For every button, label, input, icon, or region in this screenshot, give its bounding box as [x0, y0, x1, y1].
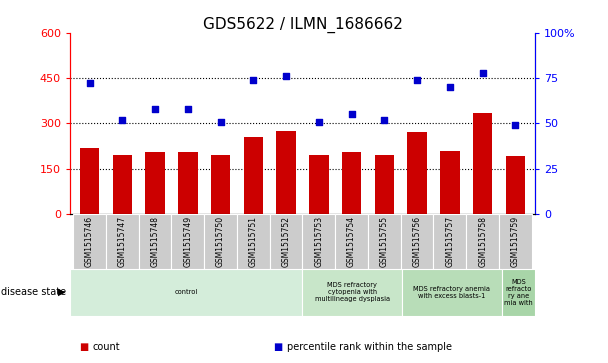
Bar: [244, 137, 263, 214]
Bar: [237, 214, 270, 269]
Point: [379, 117, 389, 123]
Text: GSM1515758: GSM1515758: [478, 216, 487, 267]
Bar: [139, 214, 171, 269]
Bar: [375, 155, 394, 214]
Text: ▶: ▶: [58, 287, 66, 297]
Bar: [402, 269, 502, 316]
Title: GDS5622 / ILMN_1686662: GDS5622 / ILMN_1686662: [202, 16, 402, 33]
Bar: [407, 132, 427, 214]
Text: GSM1515748: GSM1515748: [151, 216, 159, 267]
Bar: [270, 214, 303, 269]
Bar: [335, 214, 368, 269]
Point: [347, 111, 356, 117]
Bar: [401, 214, 434, 269]
Text: GSM1515759: GSM1515759: [511, 216, 520, 267]
Bar: [502, 269, 535, 316]
Text: GSM1515756: GSM1515756: [413, 216, 421, 267]
Bar: [171, 214, 204, 269]
Text: ■: ■: [79, 342, 88, 352]
Bar: [145, 152, 165, 214]
Text: count: count: [92, 342, 120, 352]
Bar: [112, 155, 132, 214]
Bar: [368, 214, 401, 269]
Point: [249, 77, 258, 83]
Point: [150, 106, 160, 112]
Text: GSM1515747: GSM1515747: [118, 216, 127, 267]
Bar: [440, 151, 460, 214]
Text: GSM1515755: GSM1515755: [380, 216, 389, 267]
Text: GSM1515754: GSM1515754: [347, 216, 356, 267]
Point: [478, 70, 488, 76]
Bar: [309, 155, 329, 214]
Bar: [434, 214, 466, 269]
Bar: [276, 131, 296, 214]
Text: GSM1515746: GSM1515746: [85, 216, 94, 267]
Text: GSM1515749: GSM1515749: [184, 216, 192, 267]
Point: [314, 119, 323, 125]
Point: [282, 73, 291, 79]
Text: disease state: disease state: [1, 287, 66, 297]
Bar: [80, 148, 99, 214]
Bar: [204, 214, 237, 269]
Point: [412, 77, 422, 83]
Text: GSM1515751: GSM1515751: [249, 216, 258, 267]
Bar: [106, 214, 139, 269]
Text: GSM1515753: GSM1515753: [314, 216, 323, 267]
Point: [511, 122, 520, 128]
Point: [85, 81, 94, 86]
Point: [445, 84, 455, 90]
Bar: [302, 269, 402, 316]
Bar: [70, 269, 302, 316]
Bar: [211, 155, 230, 214]
Bar: [466, 214, 499, 269]
Text: GSM1515752: GSM1515752: [282, 216, 291, 267]
Text: percentile rank within the sample: percentile rank within the sample: [287, 342, 452, 352]
Text: MDS refractory
cytopenia with
multilineage dysplasia: MDS refractory cytopenia with multilinea…: [315, 282, 390, 302]
Text: MDS refractory anemia
with excess blasts-1: MDS refractory anemia with excess blasts…: [413, 286, 491, 299]
Text: MDS
refracto
ry ane
mia with: MDS refracto ry ane mia with: [504, 279, 533, 306]
Bar: [73, 214, 106, 269]
Bar: [499, 214, 532, 269]
Bar: [342, 152, 361, 214]
Point: [117, 117, 127, 123]
Text: control: control: [174, 289, 198, 295]
Text: GSM1515757: GSM1515757: [446, 216, 454, 267]
Point: [216, 119, 226, 125]
Bar: [473, 113, 492, 214]
Bar: [178, 152, 198, 214]
Text: GSM1515750: GSM1515750: [216, 216, 225, 267]
Point: [183, 106, 193, 112]
Bar: [302, 214, 335, 269]
Text: ■: ■: [274, 342, 283, 352]
Bar: [506, 156, 525, 214]
